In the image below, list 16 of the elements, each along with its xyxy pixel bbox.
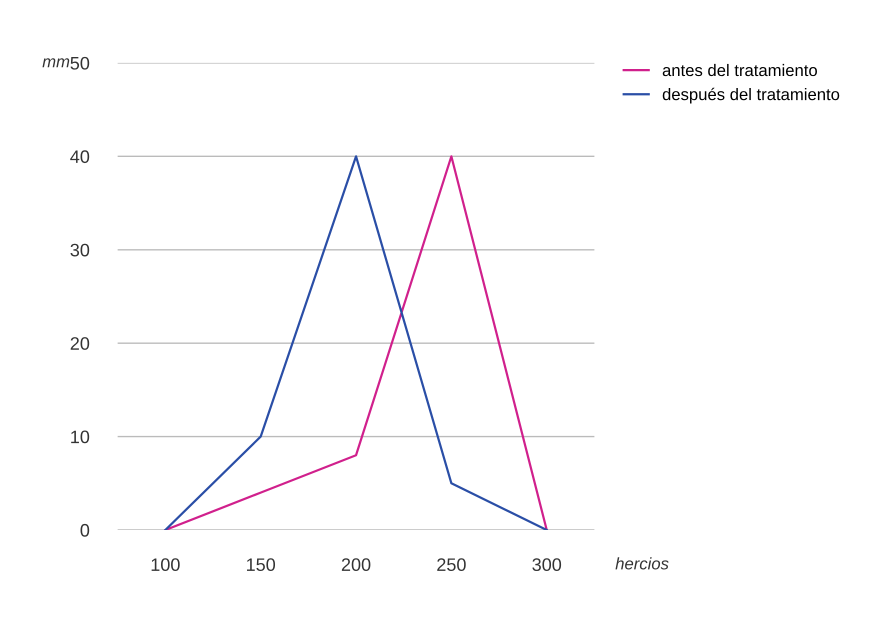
legend-label: antes del tratamiento xyxy=(662,64,817,76)
y-tick-label: 10 xyxy=(71,430,90,444)
y-axis-title: mm xyxy=(42,58,70,68)
y-tick-label: 50 xyxy=(70,56,90,70)
x-tick-label: 100 xyxy=(152,558,180,572)
y-tick-label: 0 xyxy=(80,524,90,537)
x-tick-label: 150 xyxy=(246,558,276,572)
y-tick-label: 30 xyxy=(70,244,90,256)
line-series xyxy=(164,155,548,530)
x-axis-title: hercios xyxy=(615,557,669,570)
y-tick-label: 20 xyxy=(70,337,90,350)
legend-label: después del tratamiento xyxy=(662,88,840,104)
y-tick-label: 40 xyxy=(70,150,90,164)
x-tick-label: 200 xyxy=(342,558,370,572)
x-tick-label: 300 xyxy=(532,558,562,572)
x-tick-label: 250 xyxy=(437,558,466,572)
